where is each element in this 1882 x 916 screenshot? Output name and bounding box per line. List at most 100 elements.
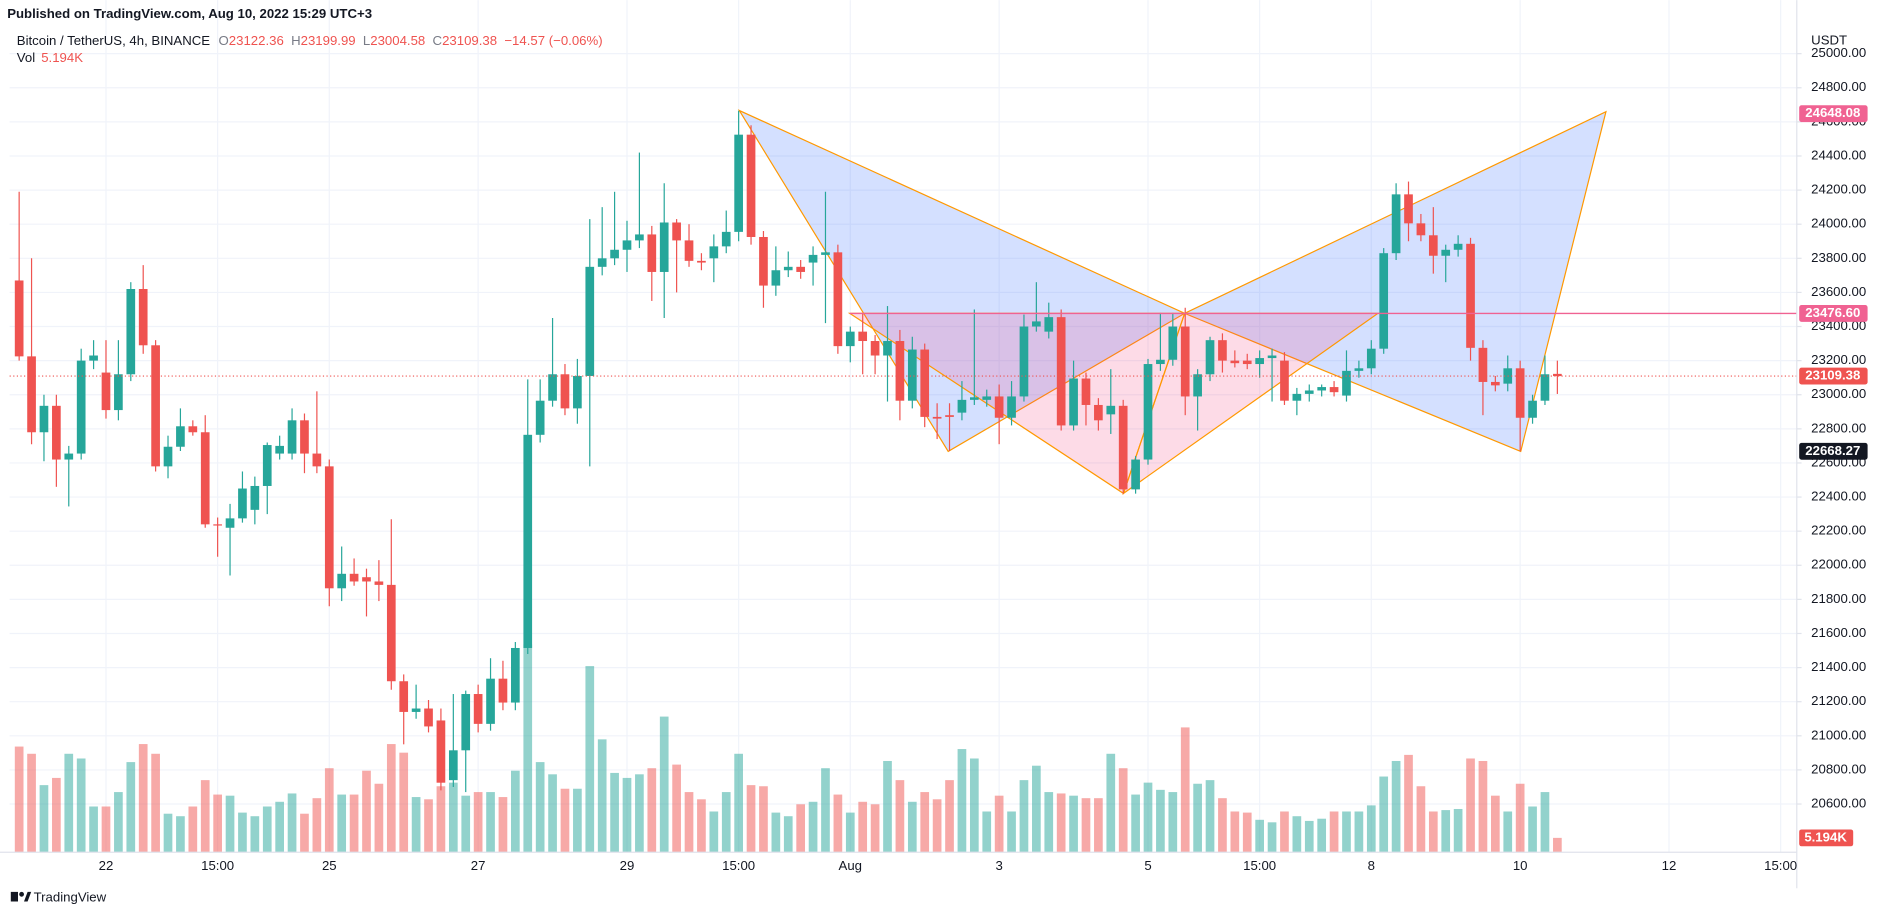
volume-bar xyxy=(833,794,843,853)
candle-body xyxy=(1317,387,1327,391)
volume-bar xyxy=(1180,727,1190,853)
candle-body xyxy=(14,280,24,357)
volume-bar xyxy=(64,753,74,853)
volume-bar xyxy=(957,749,967,853)
candle-body xyxy=(411,708,421,712)
volume-bar xyxy=(1168,792,1178,853)
volume-bar xyxy=(262,806,272,853)
volume-bar xyxy=(163,813,173,853)
volume-bar xyxy=(76,758,86,853)
x-tick-label: 15:00 xyxy=(1764,858,1797,873)
candle-body xyxy=(920,349,930,417)
y-tick-label: 20600.00 xyxy=(1811,796,1866,811)
candle-body xyxy=(399,681,409,712)
candle-body xyxy=(1168,326,1178,360)
volume-bar xyxy=(821,768,830,853)
volume-bar xyxy=(907,801,917,853)
x-tick-label: 15:00 xyxy=(1243,858,1276,873)
volume-bar xyxy=(324,768,334,853)
volume-bar xyxy=(845,812,855,853)
volume-bar xyxy=(1503,811,1513,853)
legend-value: 23004.58 xyxy=(370,34,425,49)
x-tick-label: 12 xyxy=(1662,858,1677,873)
legend-value: 23199.99 xyxy=(301,34,356,49)
candle-body xyxy=(312,453,322,467)
volume-bar xyxy=(498,797,508,853)
y-tick-label: 23200.00 xyxy=(1811,352,1866,367)
candle-body xyxy=(39,405,49,433)
candle-body xyxy=(1056,317,1066,426)
volume-bar xyxy=(622,777,632,853)
volume-bar xyxy=(870,804,880,853)
candle-body xyxy=(337,573,347,589)
volume-bar xyxy=(52,777,61,853)
volume-bar xyxy=(1292,816,1302,853)
volume-bar xyxy=(1342,811,1351,853)
candle-body xyxy=(759,236,768,286)
volume-bar xyxy=(511,770,520,853)
volume-bar xyxy=(535,762,545,853)
logo-text: TradingView xyxy=(34,889,107,904)
y-tick-label: 22200.00 xyxy=(1811,523,1866,538)
x-tick-label: 22 xyxy=(99,858,114,873)
candle-body xyxy=(1441,249,1451,256)
volume-bar xyxy=(1466,758,1475,853)
candle-body xyxy=(498,678,508,703)
volume-bar xyxy=(1528,806,1537,853)
candle-body xyxy=(1515,368,1525,418)
volume-bar xyxy=(969,758,979,853)
candle-body xyxy=(1156,359,1165,365)
candle-body xyxy=(1205,340,1215,375)
volume-bar xyxy=(920,792,930,853)
volume-bar xyxy=(597,739,607,853)
candle-body xyxy=(1218,340,1227,361)
volume-bar xyxy=(1056,793,1066,853)
volume-bar xyxy=(982,811,992,853)
candle-body xyxy=(1280,360,1289,401)
volume-bar xyxy=(486,792,495,853)
volume-bar xyxy=(188,806,198,853)
candle-body xyxy=(436,720,446,783)
y-tick-label: 21000.00 xyxy=(1811,727,1866,742)
volume-bar xyxy=(1478,760,1488,853)
candle-body xyxy=(1354,368,1364,371)
candle-body xyxy=(138,289,148,346)
candle-body xyxy=(573,375,582,409)
volume-bar xyxy=(808,801,818,853)
legend-label: L xyxy=(363,34,370,49)
y-tick-label: 21200.00 xyxy=(1811,693,1866,708)
volume-bar xyxy=(721,792,731,853)
candle-body xyxy=(808,254,818,263)
volume-bar xyxy=(138,744,148,853)
volume-bar xyxy=(895,780,905,853)
candle-body xyxy=(697,260,706,263)
candle-body xyxy=(1453,243,1463,250)
published-note: Published on TradingView.com, Aug 10, 20… xyxy=(7,6,372,21)
volume-bar xyxy=(14,746,24,853)
volume-bar xyxy=(89,806,98,853)
legend-change: −14.57 (−0.06%) xyxy=(504,34,602,49)
volume-bar xyxy=(1304,820,1314,853)
x-tick-label: 15:00 xyxy=(722,858,755,873)
y-tick-label: 22000.00 xyxy=(1811,557,1866,572)
candle-body xyxy=(324,466,334,589)
volume-bar xyxy=(1193,783,1202,853)
volume-bar xyxy=(1205,780,1215,853)
candle-body xyxy=(1069,378,1078,426)
volume-bar xyxy=(672,764,681,853)
x-tick-label: 15:00 xyxy=(201,858,234,873)
volume-bar xyxy=(1255,819,1264,853)
candle-body xyxy=(548,374,557,401)
candle-body xyxy=(1478,347,1488,382)
legend-label: Vol xyxy=(17,50,35,65)
volume-bar xyxy=(126,762,136,853)
candle-body xyxy=(473,694,483,724)
volume-bar xyxy=(250,816,260,853)
volume-bar xyxy=(349,794,359,853)
volume-bar xyxy=(1428,811,1438,853)
candle-body xyxy=(1267,355,1277,359)
candle-body xyxy=(845,331,855,347)
candle-body xyxy=(796,266,806,272)
volume-bar xyxy=(1441,810,1451,853)
